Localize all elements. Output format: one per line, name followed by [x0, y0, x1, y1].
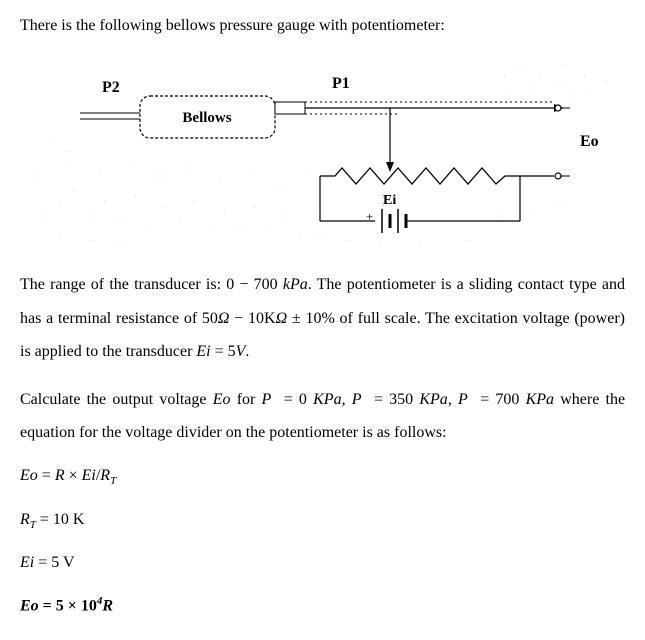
diagram-svg: Bellows P2 P1 Ei +	[20, 46, 620, 256]
intro-text: There is the following bellows pressure …	[20, 14, 625, 38]
equation-1: Eo = R × Ei/RT	[20, 464, 625, 490]
equation-4: Eo = 5 × 104R	[20, 593, 625, 618]
p2-label: P2	[102, 79, 120, 96]
ei-label: Ei	[383, 193, 396, 208]
paragraph-2: Calculate the output voltage Eo for P = …	[20, 383, 625, 450]
potentiometer-resistor	[320, 168, 520, 184]
p1-label: P1	[332, 75, 350, 92]
equation-2: RT = 10 K	[20, 508, 625, 534]
bellows-label: Bellows	[182, 110, 231, 126]
eo-label: Eo	[580, 133, 599, 150]
equation-3: Ei = 5 V	[20, 551, 625, 575]
bellows-diagram: Bellows P2 P1 Ei +	[20, 46, 625, 256]
ei-plus: +	[366, 209, 373, 224]
paragraph-1: The range of the transducer is: 0 − 700 …	[20, 268, 625, 369]
